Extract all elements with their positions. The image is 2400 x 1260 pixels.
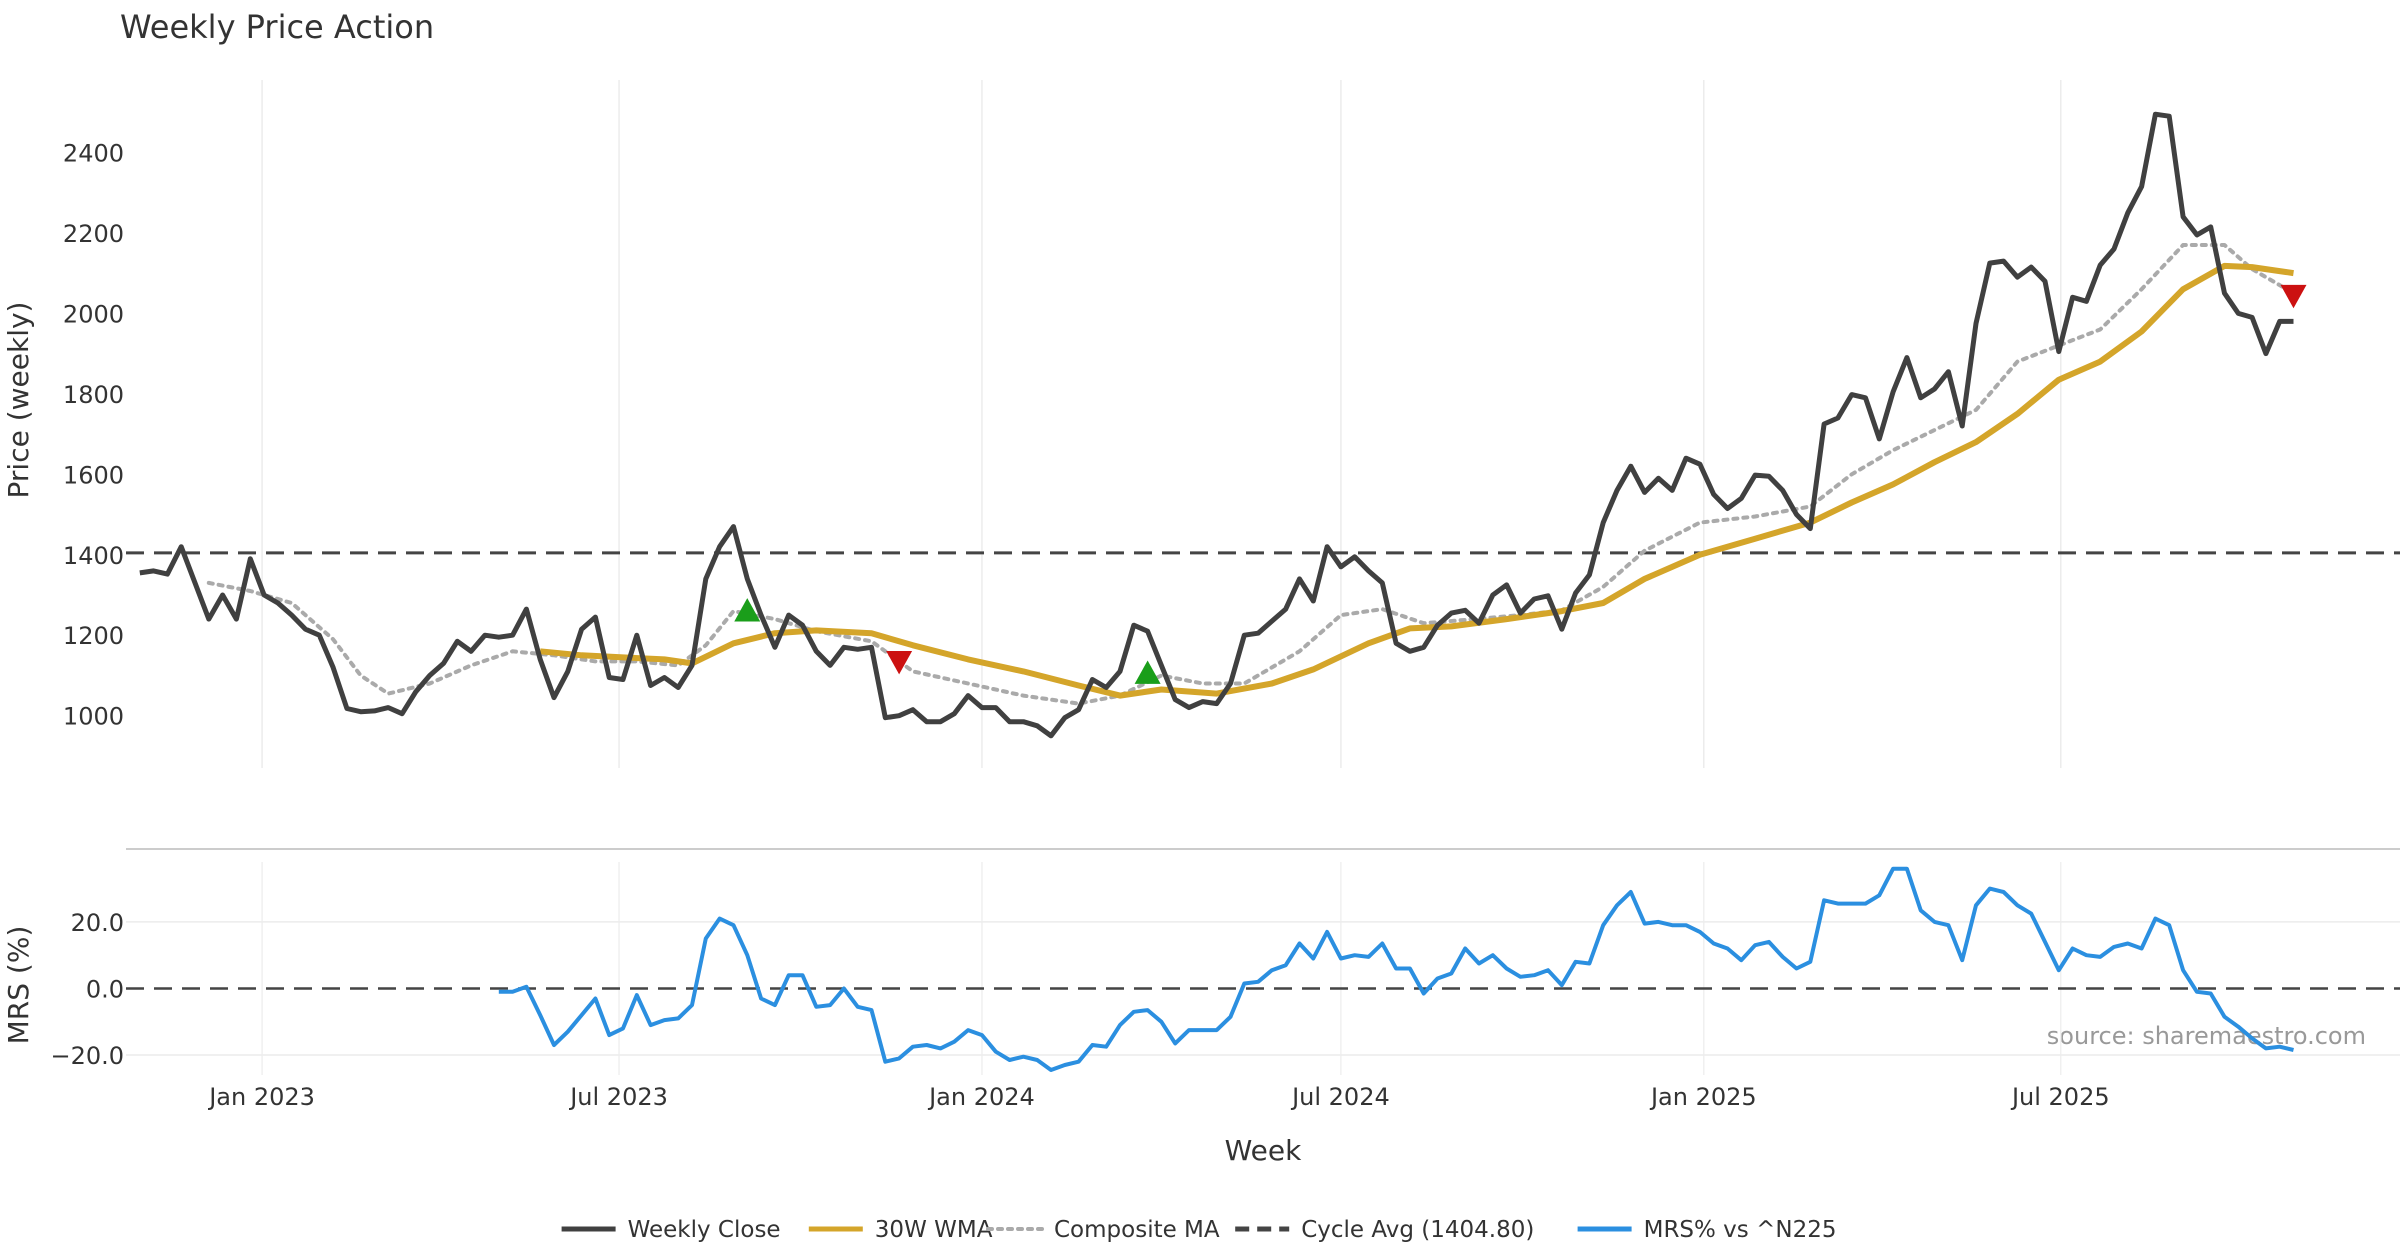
sell-signal-marker [2280,284,2307,309]
x-tick-label: Jul 2024 [1290,1083,1390,1111]
legend-label: Composite MA [1054,1217,1220,1243]
price-y-tick-label: 2400 [63,139,124,167]
series-mrs [498,866,2294,1072]
x-tick-label: Jul 2025 [2010,1083,2110,1111]
x-tick-label: Jul 2023 [568,1083,668,1111]
price-y-tick-label: 2200 [63,220,124,248]
source-note: source: sharemaestro.com [2047,1022,2366,1050]
x-tick-label: Jan 2023 [207,1083,315,1111]
mrs-y-tick-label: −20.0 [50,1042,124,1070]
series-30w-wma [539,262,2294,699]
price-y-tick-label: 1400 [63,542,124,570]
series-composite-ma [206,243,2296,706]
price-y-tick-label: 1800 [63,381,124,409]
legend-label: 30W WMA [875,1217,993,1243]
mrs-axis-title: MRS (%) [2,926,35,1045]
price-y-tick-label: 1600 [63,461,124,489]
legend: Weekly Close 30W WMA Composite MA Cycle Avg… [561,1217,1837,1243]
legend-label: Cycle Avg (1404.80) [1301,1217,1534,1243]
signal-markers [734,284,2307,684]
buy-signal-marker [1134,660,1161,684]
reference-lines [126,551,2400,990]
sell-signal-marker [886,650,913,675]
x-axis-title: Week [1225,1134,1302,1167]
series [139,111,2296,1072]
x-tick-label: Jan 2025 [1649,1083,1757,1111]
buy-signal-marker [734,598,761,622]
price-y-tick-label: 1200 [63,622,124,650]
x-tick-label: Jan 2024 [927,1083,1035,1111]
mrs-y-tick-label: 20.0 [71,909,124,937]
price-y-tick-label: 2000 [63,300,124,328]
price-axis-title: Price (weekly) [2,302,35,499]
price-y-tick-label: 1000 [63,703,124,731]
legend-label: Weekly Close [628,1217,781,1243]
series-weekly-close [139,111,2294,739]
grid [126,80,2400,1075]
mrs-y-tick-label: 0.0 [86,975,124,1003]
axis-ticks: Jan 2023 Jul 2023 Jan 2024 Jul 2024 Jan 2025… [50,139,2109,1111]
legend-label: MRS% vs ^N225 [1644,1217,1837,1243]
chart-title: Weekly Price Action [120,8,434,46]
